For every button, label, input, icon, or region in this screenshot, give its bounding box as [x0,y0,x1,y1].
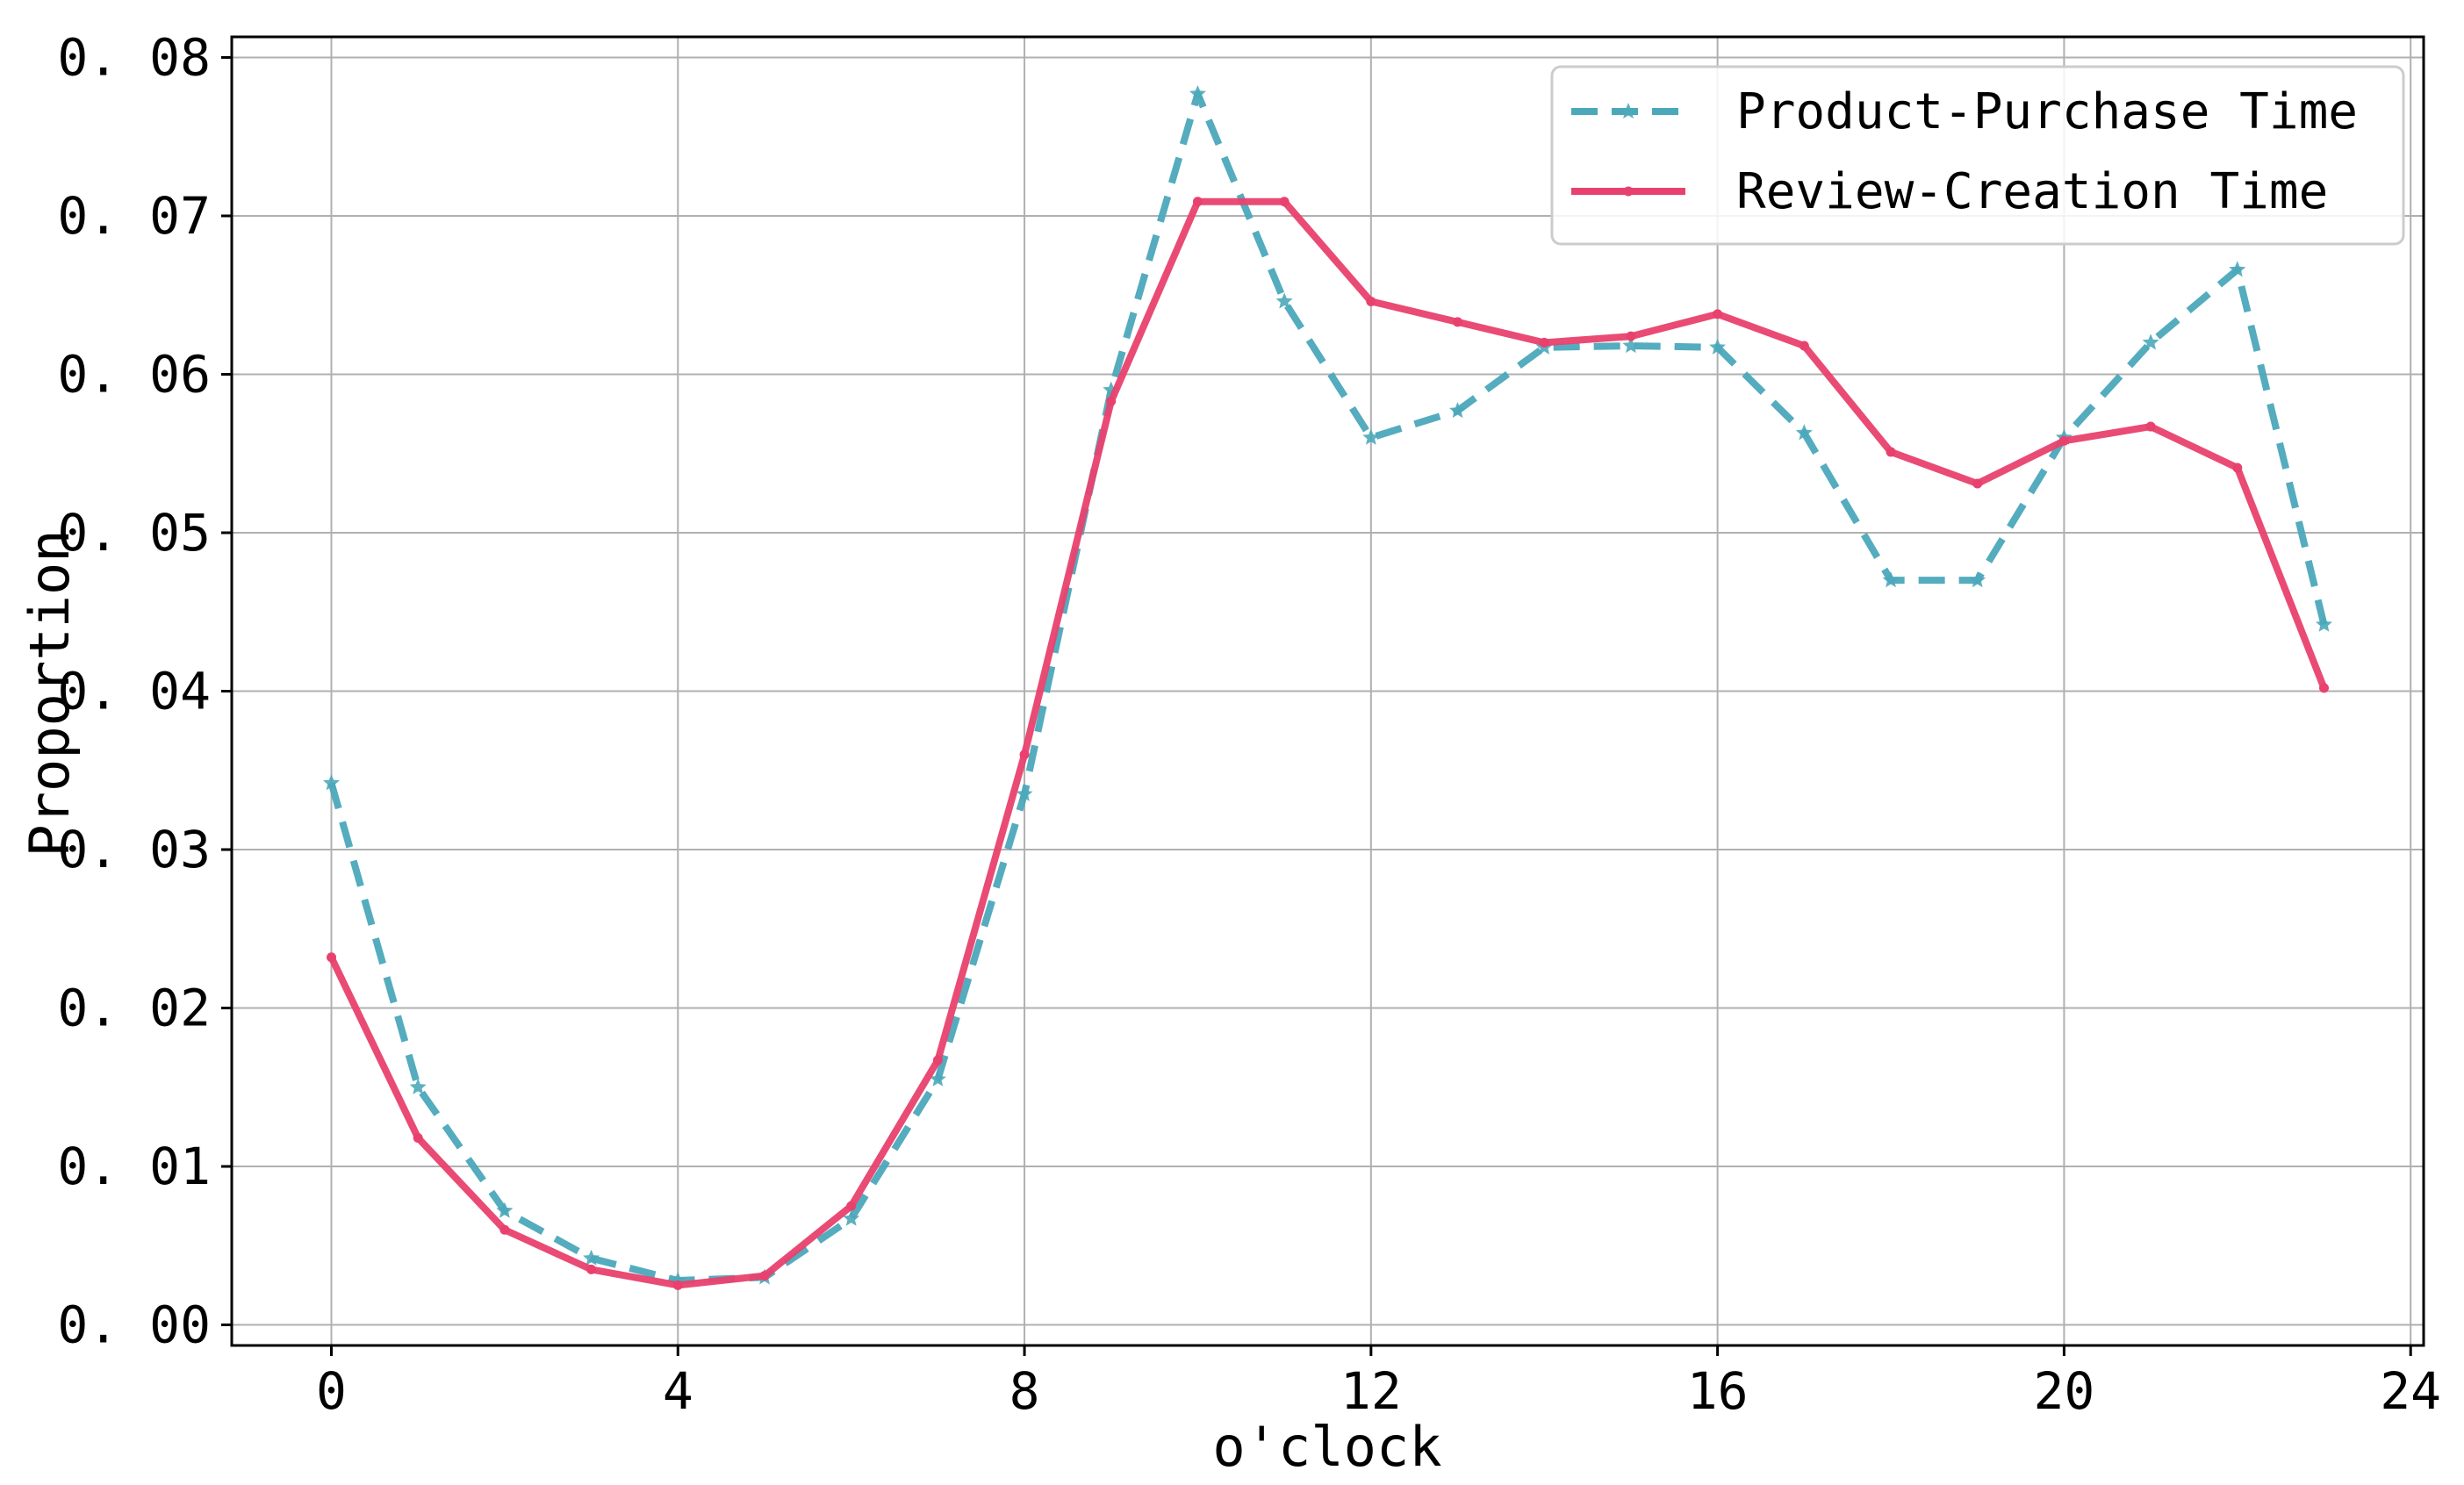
data-point-marker [1279,197,1289,207]
series-line [327,90,2328,1284]
data-point-marker [499,1224,510,1235]
legend-label: Review-Creation Time [1736,163,2328,220]
grid-lines [232,37,2424,1345]
data-point-marker [1626,331,1636,341]
data-point-marker [1362,428,1380,445]
y-tick-label: 0. 07 [57,186,211,246]
y-axis-ticks: 0. 00 0. 01 0. 02 0. 03 0. 04 0. 05 0. 06 0. 07… [57,27,232,1355]
data-point-marker [932,1055,943,1065]
x-tick-label: 0 [316,1361,347,1421]
data-point-marker [496,1202,514,1218]
data-point-marker [2232,463,2243,473]
data-point-marker [843,1209,860,1226]
data-point-marker [409,1078,427,1094]
data-point-marker [1969,571,1986,588]
data-point-marker [2316,615,2332,632]
data-point-marker [1275,292,1293,309]
data-point-marker [846,1201,857,1211]
data-point-marker [1016,785,1033,801]
data-point-marker [1189,85,1206,102]
data-point-marker [1713,309,1723,319]
y-axis-title: Proportion [18,529,82,857]
x-tick-label: 16 [1687,1361,1749,1421]
y-tick-label: 0. 05 [57,503,211,563]
legend-label: Product-Purchase Time [1736,83,2358,140]
data-point-marker [672,1280,683,1290]
data-point-marker [1192,197,1203,207]
data-point-marker [1795,424,1813,441]
data-point-marker [1622,337,1640,354]
data-point-marker [1106,396,1117,406]
data-point-marker [2058,435,2069,446]
data-point-marker [327,952,336,963]
data-point-marker [1623,186,1634,197]
y-tick-label: 0. 03 [57,820,211,879]
data-point-marker [1019,750,1030,760]
data-point-marker [2142,334,2159,350]
series-product-purchase-time [323,85,2332,1288]
data-point-marker [1882,571,1900,588]
x-tick-label: 20 [2033,1361,2094,1421]
data-point-marker [929,1070,946,1087]
series-review-creation-time [327,197,2329,1290]
data-point-marker [1103,381,1120,398]
data-point-marker [2145,421,2156,432]
x-tick-label: 24 [2380,1361,2441,1421]
data-point-marker [1366,296,1376,306]
x-tick-label: 8 [1009,1361,1040,1421]
legend: Product-Purchase Time Review-Creation Tim… [1550,65,2405,246]
data-point-marker [759,1271,770,1281]
data-point-marker [586,1264,597,1274]
data-point-marker [1539,337,1549,348]
data-point-marker [1886,447,1896,457]
series-lines [323,85,2332,1290]
data-point-marker [1799,341,1809,351]
data-point-marker [1709,338,1727,355]
x-axis-ticks: 0 4 8 12 16 20 24 [316,1345,2441,1421]
data-point-marker [323,774,340,791]
y-tick-label: 0. 02 [57,979,211,1038]
y-tick-label: 0. 00 [57,1295,211,1355]
y-tick-label: 0. 01 [57,1137,211,1196]
data-point-marker [1620,103,1637,119]
data-point-marker [1972,478,1983,489]
data-point-marker [583,1249,600,1266]
series-line [327,197,2328,1289]
data-point-marker [2319,683,2329,693]
y-tick-label: 0. 06 [57,344,211,404]
x-tick-label: 4 [663,1361,693,1421]
data-point-marker [2229,261,2246,277]
x-tick-label: 12 [1340,1361,1402,1421]
data-point-marker [1453,317,1463,327]
y-tick-label: 0. 08 [57,27,211,87]
x-axis-title: o'clock [1212,1415,1441,1479]
data-point-marker [1449,402,1467,419]
legend-frame [1550,65,2405,246]
y-tick-label: 0. 04 [57,662,211,721]
data-point-marker [413,1133,423,1144]
